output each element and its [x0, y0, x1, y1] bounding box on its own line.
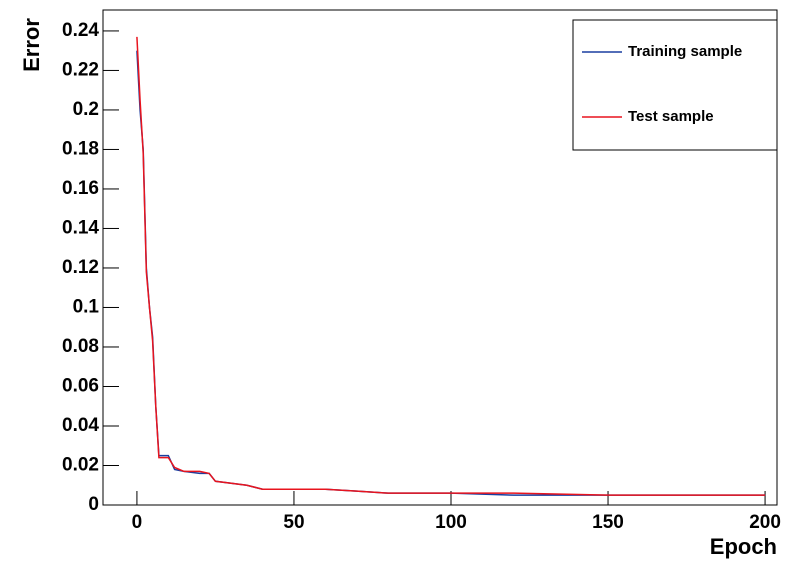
series-line — [136, 36, 766, 496]
y-tick-label: 0.18 — [62, 138, 99, 159]
y-tick-label: 0.04 — [62, 415, 99, 436]
x-axis-title: Epoch — [710, 534, 777, 559]
x-tick-label: 50 — [283, 512, 304, 533]
legend-box — [572, 19, 778, 151]
legend-label: Test sample — [628, 108, 714, 125]
x-tick-label: 200 — [749, 512, 781, 533]
y-tick-label: 0.22 — [62, 59, 99, 80]
x-tick-label: 0 — [132, 512, 143, 533]
y-tick-label: 0.1 — [73, 296, 100, 317]
y-tick-label: 0.12 — [62, 257, 99, 278]
y-tick-label: 0.2 — [73, 99, 99, 120]
y-tick-label: 0.14 — [62, 217, 99, 238]
y-tick-label: 0.06 — [62, 376, 99, 397]
y-tick-label: 0 — [88, 494, 99, 515]
legend-label: Training sample — [628, 43, 742, 60]
x-tick-label: 150 — [592, 512, 624, 533]
y-tick-label: 0.08 — [62, 336, 99, 357]
y-tick-label: 0.24 — [62, 20, 99, 41]
legend — [572, 19, 778, 151]
y-tick-label: 0.16 — [62, 178, 99, 199]
x-tick-label: 100 — [435, 512, 467, 533]
y-axis-title: Error — [19, 18, 44, 72]
y-tick-label: 0.02 — [62, 455, 99, 476]
